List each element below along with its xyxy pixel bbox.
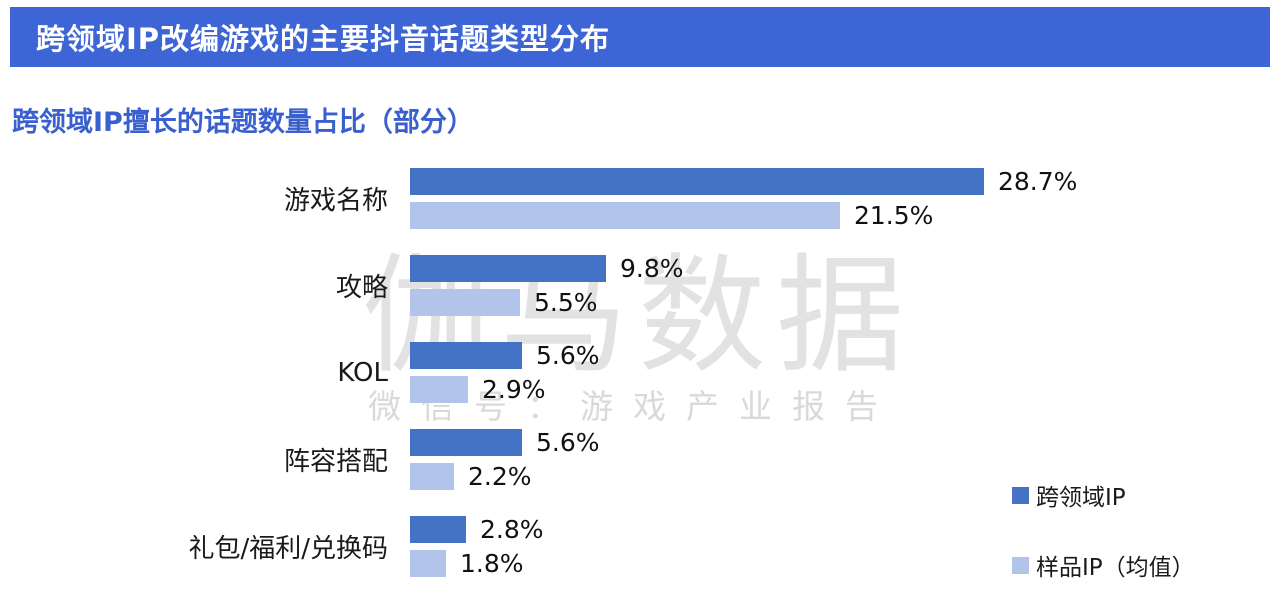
- bar-group: 9.8% 5.5%: [410, 254, 684, 317]
- bar-primary: [410, 429, 522, 456]
- legend-item-primary: 跨领域IP: [1012, 478, 1195, 512]
- legend-item-secondary: 样品IP（均值）: [1012, 548, 1195, 582]
- chart-row: 礼包/福利/兑换码 2.8% 1.8%: [12, 515, 1077, 578]
- bar-group: 2.8% 1.8%: [410, 515, 544, 578]
- chart-row: 游戏名称 28.7% 21.5%: [12, 167, 1078, 230]
- bar-value-label: 2.9%: [482, 375, 546, 404]
- page-title: 跨领域IP改编游戏的主要抖音话题类型分布: [36, 22, 611, 56]
- bar-line: 5.5%: [410, 288, 684, 317]
- bar-group: 28.7% 21.5%: [410, 167, 1078, 230]
- bar-value-label: 5.6%: [536, 428, 600, 457]
- bar-value-label: 28.7%: [998, 167, 1078, 196]
- bar-value-label: 1.8%: [460, 549, 524, 578]
- bar-line: 1.8%: [410, 549, 544, 578]
- category-label: 礼包/福利/兑换码: [188, 534, 388, 564]
- category-label: 攻略: [335, 273, 388, 303]
- bar-line: 2.9%: [410, 375, 600, 404]
- bar-value-label: 5.6%: [536, 341, 600, 370]
- chart-row: KOL 5.6% 2.9%: [12, 341, 1077, 404]
- bar-primary: [410, 516, 466, 543]
- legend-swatch-primary: [1012, 486, 1029, 504]
- bar-line: 28.7%: [410, 167, 1078, 196]
- bar-line: 5.6%: [410, 341, 600, 370]
- bar-secondary: [410, 289, 520, 316]
- bar-primary: [410, 342, 522, 369]
- bar-line: 21.5%: [410, 201, 1077, 230]
- bar-value-label: 21.5%: [854, 201, 934, 230]
- bar-line: 2.8%: [410, 515, 544, 544]
- bar-line: 5.6%: [410, 428, 600, 457]
- header-bar: 跨领域IP改编游戏的主要抖音话题类型分布: [10, 7, 1270, 67]
- bar-chart: 游戏名称 28.7% 21.5% 攻略 9.8% 5.5% KOL 5.6% 2.9% 阵容搭配 5…: [12, 167, 1078, 603]
- legend-label-secondary: 样品IP（均值）: [1036, 555, 1195, 581]
- bar-secondary: [410, 202, 840, 229]
- category-label: 阵容搭配: [283, 447, 388, 477]
- bar-group: 5.6% 2.9%: [410, 341, 600, 404]
- legend-label-primary: 跨领域IP: [1036, 485, 1126, 511]
- bar-group: 5.6% 2.2%: [410, 428, 600, 491]
- bar-secondary: [410, 463, 454, 490]
- bar-line: 9.8%: [410, 254, 684, 283]
- chart-legend: 跨领域IP 样品IP（均值）: [1012, 478, 1195, 603]
- category-label: KOL: [337, 357, 388, 388]
- bar-secondary: [410, 376, 468, 403]
- bar-primary: [410, 255, 606, 282]
- legend-swatch-secondary: [1012, 556, 1029, 574]
- bar-value-label: 2.2%: [468, 462, 532, 491]
- chart-subtitle: 跨领域IP擅长的话题数量占比（部分）: [12, 107, 474, 138]
- chart-rows: 游戏名称 28.7% 21.5% 攻略 9.8% 5.5% KOL 5.6% 2.9% 阵容搭配 5…: [12, 167, 1078, 578]
- category-label: 游戏名称: [283, 186, 388, 216]
- chart-row: 阵容搭配 5.6% 2.2%: [12, 428, 1077, 491]
- bar-line: 2.2%: [410, 462, 600, 491]
- chart-row: 攻略 9.8% 5.5%: [12, 254, 1077, 317]
- bar-primary: [410, 168, 984, 195]
- bar-value-label: 9.8%: [620, 254, 684, 283]
- bar-value-label: 5.5%: [534, 288, 598, 317]
- bar-secondary: [410, 550, 446, 577]
- bar-value-label: 2.8%: [480, 515, 544, 544]
